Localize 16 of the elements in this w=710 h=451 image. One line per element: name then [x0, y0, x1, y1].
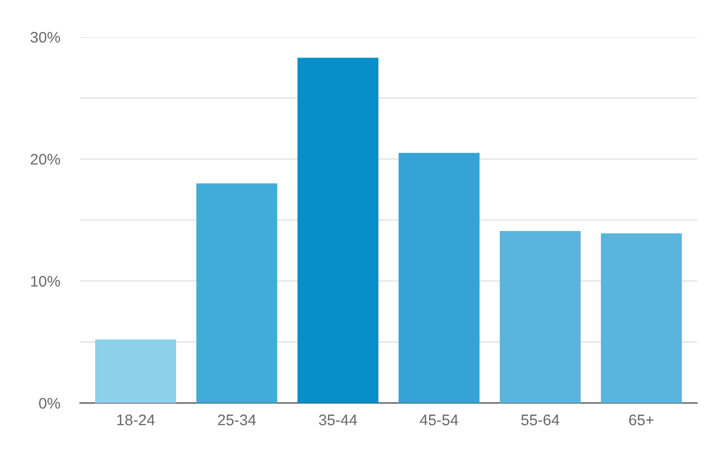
bar	[600, 233, 682, 403]
bar	[500, 230, 581, 403]
x-tick-label: 55-64	[521, 414, 560, 426]
bar	[297, 58, 378, 403]
y-tick-label: 20%	[30, 154, 60, 165]
y-tick-label: 10%	[31, 276, 60, 287]
bar	[196, 183, 278, 403]
x-tick-label: 25-34	[218, 414, 256, 426]
bar	[95, 340, 176, 403]
x-tick-label: 35-44	[318, 414, 358, 426]
bar	[398, 152, 480, 403]
y-tick-label: 0%	[39, 398, 60, 409]
y-tick-label: 30%	[30, 32, 60, 43]
x-tick-label: 65+	[629, 414, 654, 426]
x-tick-label: 45-54	[420, 414, 458, 426]
x-tick-label: 18-24	[117, 414, 155, 426]
